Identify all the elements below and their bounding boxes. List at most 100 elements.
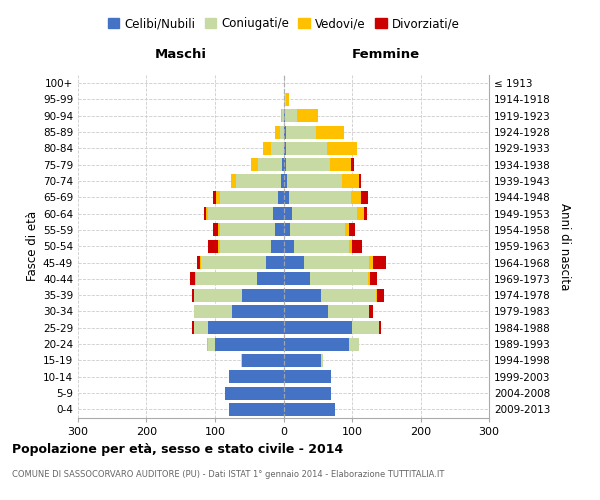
- Bar: [286, 126, 316, 138]
- Bar: [282, 158, 284, 171]
- Bar: [194, 322, 208, 334]
- Bar: [232, 305, 284, 318]
- Bar: [284, 93, 286, 106]
- Bar: [194, 288, 242, 302]
- Bar: [195, 272, 196, 285]
- Bar: [284, 354, 321, 367]
- Bar: [284, 126, 286, 138]
- Bar: [286, 93, 289, 106]
- Bar: [208, 322, 284, 334]
- Bar: [257, 272, 284, 285]
- Bar: [284, 338, 349, 350]
- Bar: [278, 191, 284, 204]
- Bar: [202, 256, 266, 269]
- Bar: [328, 305, 369, 318]
- Bar: [352, 240, 362, 253]
- Bar: [377, 288, 384, 302]
- Bar: [310, 272, 368, 285]
- Bar: [284, 305, 328, 318]
- Bar: [284, 142, 286, 155]
- Bar: [368, 272, 370, 285]
- Bar: [231, 174, 236, 188]
- Bar: [220, 224, 275, 236]
- Bar: [273, 207, 284, 220]
- Bar: [297, 109, 318, 122]
- Bar: [284, 174, 287, 188]
- Y-axis label: Fasce di età: Fasce di età: [26, 211, 39, 282]
- Bar: [284, 322, 352, 334]
- Bar: [220, 240, 271, 253]
- Bar: [242, 354, 284, 367]
- Y-axis label: Anni di nascita: Anni di nascita: [557, 202, 571, 290]
- Text: COMUNE DI SASSOCORVARO AUDITORE (PU) - Dati ISTAT 1° gennaio 2014 - Elaborazione: COMUNE DI SASSOCORVARO AUDITORE (PU) - D…: [12, 470, 445, 479]
- Bar: [282, 109, 284, 122]
- Bar: [220, 191, 278, 204]
- Bar: [206, 207, 208, 220]
- Bar: [284, 224, 290, 236]
- Bar: [275, 126, 280, 138]
- Bar: [218, 240, 220, 253]
- Bar: [271, 240, 284, 253]
- Bar: [370, 272, 377, 285]
- Bar: [286, 142, 326, 155]
- Bar: [330, 158, 350, 171]
- Bar: [241, 354, 242, 367]
- Bar: [263, 142, 271, 155]
- Text: Maschi: Maschi: [155, 48, 207, 62]
- Bar: [258, 158, 282, 171]
- Bar: [208, 338, 215, 350]
- Bar: [364, 207, 367, 220]
- Bar: [349, 338, 359, 350]
- Bar: [352, 322, 379, 334]
- Bar: [286, 158, 330, 171]
- Bar: [284, 191, 289, 204]
- Bar: [213, 191, 217, 204]
- Bar: [304, 256, 369, 269]
- Bar: [284, 272, 310, 285]
- Bar: [350, 158, 354, 171]
- Bar: [359, 174, 361, 188]
- Bar: [376, 288, 377, 302]
- Bar: [193, 322, 194, 334]
- Bar: [284, 240, 294, 253]
- Bar: [284, 288, 321, 302]
- Bar: [349, 224, 355, 236]
- Bar: [271, 142, 284, 155]
- Bar: [284, 158, 286, 171]
- Bar: [225, 386, 284, 400]
- Bar: [190, 272, 195, 285]
- Bar: [349, 240, 352, 253]
- Bar: [196, 272, 257, 285]
- Bar: [345, 224, 349, 236]
- Bar: [281, 174, 284, 188]
- Bar: [292, 207, 357, 220]
- Bar: [289, 191, 350, 204]
- Bar: [284, 256, 304, 269]
- Bar: [316, 126, 344, 138]
- Bar: [373, 256, 386, 269]
- Bar: [192, 288, 194, 302]
- Bar: [361, 191, 368, 204]
- Bar: [208, 240, 218, 253]
- Bar: [284, 109, 285, 122]
- Bar: [321, 354, 323, 367]
- Bar: [379, 322, 382, 334]
- Bar: [285, 109, 297, 122]
- Legend: Celibi/Nubili, Coniugati/e, Vedovi/e, Divorziati/e: Celibi/Nubili, Coniugati/e, Vedovi/e, Di…: [103, 12, 464, 35]
- Bar: [357, 207, 364, 220]
- Bar: [287, 174, 342, 188]
- Bar: [242, 288, 284, 302]
- Bar: [290, 224, 345, 236]
- Bar: [284, 386, 331, 400]
- Bar: [217, 191, 220, 204]
- Bar: [275, 224, 284, 236]
- Text: Femmine: Femmine: [352, 48, 421, 62]
- Bar: [236, 174, 281, 188]
- Bar: [251, 158, 258, 171]
- Bar: [342, 174, 359, 188]
- Bar: [326, 142, 358, 155]
- Bar: [280, 126, 284, 138]
- Text: Popolazione per età, sesso e stato civile - 2014: Popolazione per età, sesso e stato civil…: [12, 442, 343, 456]
- Bar: [321, 288, 376, 302]
- Bar: [284, 370, 331, 383]
